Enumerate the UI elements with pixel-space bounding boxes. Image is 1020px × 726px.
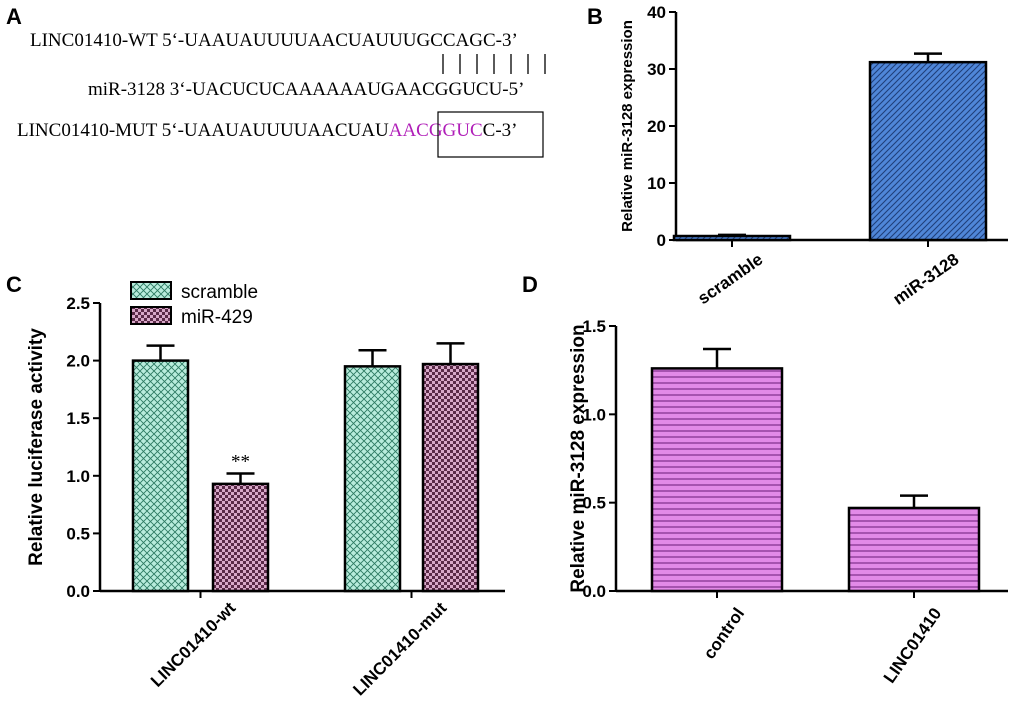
y-tick-label: 1.5 xyxy=(66,409,90,428)
chart-b: B 0 10 20 30 40 Relative miR-3128 expression sc… xyxy=(587,3,1008,309)
x-tick-label: LINC01410-mut xyxy=(349,598,450,699)
significance-marker: ** xyxy=(231,451,250,472)
panel-c-label: C xyxy=(6,272,22,297)
y-tick-label: 2.0 xyxy=(66,352,90,371)
y-tick-label: 1.0 xyxy=(66,467,90,486)
mir-sequence: miR-3128 3‘-UACUCUCAAAAAAUGAACGGUCU-5’ xyxy=(88,79,524,100)
y-axis-title: Relative miR-3128 expression xyxy=(568,324,589,592)
bar xyxy=(421,362,480,593)
y-tick-label: 30 xyxy=(647,60,666,79)
y-tick-label: 1.5 xyxy=(582,317,606,336)
mutation-box xyxy=(437,111,544,158)
bar xyxy=(868,60,988,242)
mut-highlight: AACGGUC xyxy=(389,120,483,141)
y-tick-label: 0 xyxy=(657,231,666,250)
panel-a: A LINC01410-WT 5‘-UAAUAUUUUAACUAUUUGCCAG… xyxy=(6,4,546,158)
mut-sequence: LINC01410-MUT 5‘-UAAUAUUUUAACUAUAACGGUCC… xyxy=(17,120,518,141)
legend-swatch xyxy=(130,306,172,325)
mut-suffix: C-3’ xyxy=(483,120,518,141)
y-tick-label: 0.5 xyxy=(66,524,90,543)
y-axis-title: Relative luciferase activity xyxy=(26,328,47,566)
y-tick-label: 40 xyxy=(647,3,666,22)
x-tick-label: miR-3128 xyxy=(889,250,962,309)
y-tick-label: 1.0 xyxy=(582,405,606,424)
x-tick-label: LINC01410-wt xyxy=(147,598,240,691)
x-tick-label: control xyxy=(700,604,749,662)
bar xyxy=(343,365,402,593)
legend-label: miR-429 xyxy=(181,307,253,328)
y-axis-title: Relative miR-3128 expression xyxy=(619,20,636,232)
bar xyxy=(672,234,792,242)
mut-prefix: LINC01410-MUT 5‘-UAAUAUUUUAACUAU xyxy=(17,120,389,141)
bar xyxy=(211,482,270,593)
bar xyxy=(847,506,981,593)
y-tick-label: 0.0 xyxy=(582,582,606,601)
legend-label: scramble xyxy=(181,282,258,303)
y-tick-label: 20 xyxy=(647,117,666,136)
wt-sequence: LINC01410-WT 5‘-UAAUAUUUUAACUAUUUGCCAGC-… xyxy=(30,30,518,51)
bar xyxy=(131,359,190,593)
base-pair-lines xyxy=(442,54,546,74)
y-tick-label: 10 xyxy=(647,174,666,193)
panel-a-label: A xyxy=(6,4,22,29)
panel-d-label: D xyxy=(522,272,538,297)
panel-b-label: B xyxy=(587,4,603,29)
y-tick-label: 2.5 xyxy=(66,294,90,313)
bar xyxy=(650,367,784,593)
y-tick-label: 0.0 xyxy=(66,582,90,601)
legend-swatch xyxy=(130,281,172,300)
x-tick-label: scramble xyxy=(694,250,766,308)
x-tick-label: LINC01410 xyxy=(880,604,945,686)
y-tick-label: 0.5 xyxy=(582,494,606,513)
chart-c: C 0.0 0.5 1.0 1.5 2.0 2.5 Relative luciferase a… xyxy=(6,272,505,699)
